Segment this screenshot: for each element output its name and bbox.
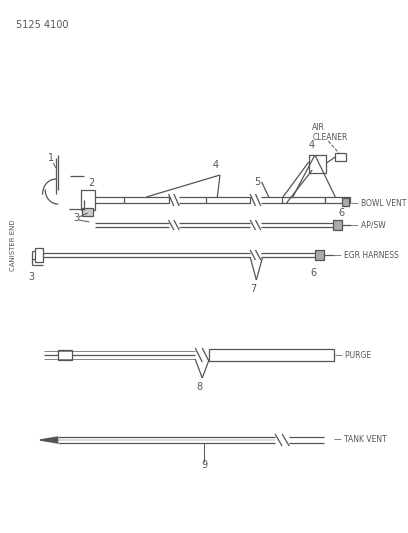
Bar	[82, 208, 93, 216]
Bar	[58, 350, 72, 360]
Text: — BOWL VENT: — BOWL VENT	[351, 198, 407, 207]
Text: CLEANER: CLEANER	[312, 133, 348, 141]
Text: CANISTER END: CANISTER END	[10, 219, 16, 271]
Text: 9: 9	[201, 460, 207, 470]
Bar	[309, 155, 326, 173]
Bar	[35, 248, 42, 262]
Polygon shape	[40, 437, 58, 443]
Bar	[282, 197, 325, 203]
Text: 1: 1	[48, 153, 54, 163]
Text: 3: 3	[28, 272, 34, 282]
Text: — TANK VENT: — TANK VENT	[333, 435, 386, 445]
Text: — PURGE: — PURGE	[335, 351, 371, 359]
Bar	[335, 153, 346, 161]
Text: — EGR HARNESS: — EGR HARNESS	[333, 251, 398, 260]
Text: 8: 8	[197, 382, 203, 392]
Text: AIR: AIR	[312, 124, 325, 133]
Text: — AP/SW: — AP/SW	[351, 221, 386, 230]
Text: 2: 2	[89, 178, 95, 188]
Text: 7: 7	[251, 284, 257, 294]
Text: 6: 6	[339, 208, 345, 218]
Text: 5: 5	[254, 177, 260, 187]
Text: 4: 4	[308, 140, 315, 150]
Bar	[315, 250, 324, 260]
Bar	[333, 220, 341, 230]
Text: 6: 6	[310, 268, 316, 278]
Text: 4: 4	[213, 160, 219, 170]
Bar	[81, 190, 95, 210]
Bar	[84, 193, 91, 207]
Bar	[124, 197, 169, 203]
Bar	[341, 198, 348, 206]
Bar	[209, 349, 333, 361]
Bar	[325, 197, 350, 203]
Text: 3: 3	[73, 213, 79, 223]
Text: 5125 4100: 5125 4100	[16, 20, 69, 30]
Bar	[206, 197, 250, 203]
